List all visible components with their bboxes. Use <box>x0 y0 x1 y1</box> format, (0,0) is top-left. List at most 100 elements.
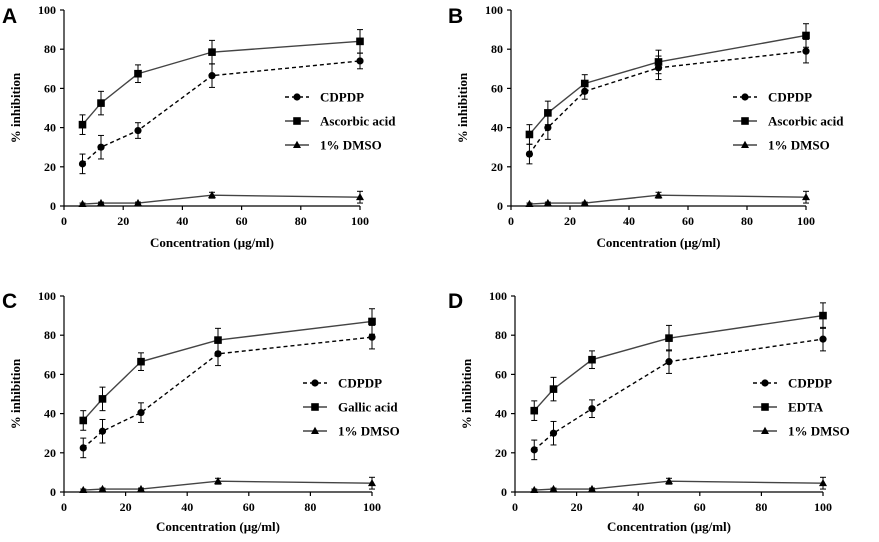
chart-panel-a: A 0 20 40 60 80 100 0 20 40 60 80 100 Concentration (… <box>2 3 396 250</box>
data-point-triangle <box>97 198 105 207</box>
data-point-square <box>97 99 105 107</box>
data-point-square <box>549 385 558 393</box>
y-axis-title: % inhibition <box>8 358 23 429</box>
x-tick-label: 80 <box>295 214 307 228</box>
y-tick-label: 40 <box>44 121 56 135</box>
legend-marker-circle <box>293 93 301 101</box>
x-tick-label: 80 <box>304 500 316 514</box>
data-point-circle <box>79 444 87 452</box>
data-point-circle <box>208 72 216 80</box>
data-point-triangle <box>134 198 142 207</box>
series-line <box>82 336 373 449</box>
x-tick-label: 100 <box>797 214 815 228</box>
data-point-circle <box>97 143 105 151</box>
x-tick-label: 40 <box>181 500 193 514</box>
x-tick-label: 60 <box>682 214 694 228</box>
series-line <box>81 40 361 126</box>
series-1-dmso: 1% DMSO <box>78 138 382 208</box>
data-point-square <box>530 406 539 415</box>
data-point-triangle <box>525 199 534 208</box>
data-point-triangle <box>549 484 558 493</box>
y-tick-label: 20 <box>44 446 56 460</box>
data-point-triangle <box>78 199 87 208</box>
y-tick-label: 20 <box>495 446 507 460</box>
x-tick-label: 40 <box>632 500 644 514</box>
series-cdpdp: CDPDP <box>79 324 382 459</box>
legend-marker-triangle <box>311 426 319 434</box>
legend-marker-square <box>293 117 301 125</box>
legend-label: Ascorbic acid <box>768 114 844 129</box>
y-tick-label: 100 <box>38 289 56 303</box>
x-axis-title: Concentration (μg/ml) <box>150 235 274 250</box>
data-point-square <box>588 355 596 364</box>
data-point-square <box>79 416 88 425</box>
legend-label: CDPDP <box>338 376 382 391</box>
x-axis-title: Concentration (μg/ml) <box>156 519 280 534</box>
legend-marker-square <box>761 403 769 411</box>
data-point-circle <box>549 429 558 437</box>
x-tick-label: 40 <box>623 214 635 228</box>
legend-label: 1% DMSO <box>788 424 850 439</box>
x-tick-label: 80 <box>741 214 753 228</box>
series-line <box>82 194 361 205</box>
x-tick-label: 60 <box>694 500 706 514</box>
data-point-triangle <box>665 477 673 485</box>
x-tick-label: 0 <box>508 214 514 228</box>
legend-label: 1% DMSO <box>320 138 382 153</box>
series-cdpdp: CDPDP <box>530 326 832 461</box>
series-edta: EDTA <box>530 302 827 421</box>
data-point-triangle <box>588 484 596 493</box>
panel-letter: C <box>2 290 17 313</box>
data-point-triangle <box>214 477 222 485</box>
y-tick-label: 0 <box>501 485 507 499</box>
legend-label: CDPDP <box>320 90 364 105</box>
series-line <box>533 338 824 451</box>
legend-label: EDTA <box>788 400 824 415</box>
data-point-square <box>134 69 142 78</box>
y-tick-label: 60 <box>495 367 507 381</box>
y-tick-label: 60 <box>491 81 503 95</box>
y-axis-title: % inhibition <box>455 72 470 143</box>
x-axis-title: Concentration (μg/ml) <box>597 235 721 250</box>
x-tick-label: 60 <box>236 214 248 228</box>
data-point-circle <box>98 427 107 435</box>
data-point-circle <box>802 47 810 55</box>
data-point-square <box>356 37 364 46</box>
y-axis-title: % inhibition <box>8 72 23 143</box>
data-point-circle <box>530 446 538 454</box>
y-tick-label: 40 <box>495 407 507 421</box>
series-line <box>82 320 373 421</box>
legend-marker-square <box>311 403 319 411</box>
data-point-circle <box>819 335 827 343</box>
legend-label: 1% DMSO <box>768 138 830 153</box>
series-ascorbic-acid: Ascorbic acid <box>78 29 396 135</box>
data-point-circle <box>356 57 364 65</box>
legend-marker-circle <box>311 379 319 387</box>
series-1-dmso: 1% DMSO <box>530 424 850 494</box>
data-point-square <box>525 130 534 139</box>
x-axis-title: Concentration (μg/ml) <box>607 519 731 534</box>
legend-label: Gallic acid <box>338 400 398 415</box>
chart-panel-b: B 0 20 40 60 80 100 0 20 40 60 80 100 Concentration (… <box>448 3 844 250</box>
data-point-triangle <box>543 198 552 207</box>
x-tick-label: 20 <box>117 214 129 228</box>
legend-label: CDPDP <box>788 376 832 391</box>
y-tick-label: 40 <box>44 407 56 421</box>
y-tick-label: 80 <box>44 328 56 342</box>
series-line <box>533 314 824 412</box>
y-tick-label: 80 <box>495 328 507 342</box>
chart-panel-c: C 0 20 40 60 80 100 0 20 40 60 80 100 Concentration (… <box>2 289 400 534</box>
series-line <box>528 50 807 155</box>
legend-marker-triangle <box>741 140 749 148</box>
y-tick-label: 100 <box>38 3 56 17</box>
data-point-circle <box>368 333 376 341</box>
x-tick-label: 0 <box>61 500 67 514</box>
y-tick-label: 100 <box>485 3 503 17</box>
y-tick-label: 20 <box>44 160 56 174</box>
x-tick-label: 0 <box>512 500 518 514</box>
data-point-circle <box>525 150 534 158</box>
x-tick-label: 80 <box>755 500 767 514</box>
data-point-triangle <box>802 192 810 201</box>
data-point-circle <box>134 126 142 135</box>
x-tick-label: 20 <box>571 500 583 514</box>
